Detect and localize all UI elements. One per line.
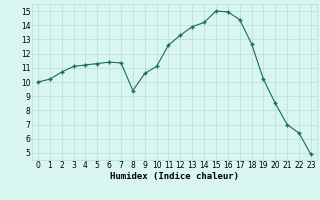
X-axis label: Humidex (Indice chaleur): Humidex (Indice chaleur)	[110, 172, 239, 181]
